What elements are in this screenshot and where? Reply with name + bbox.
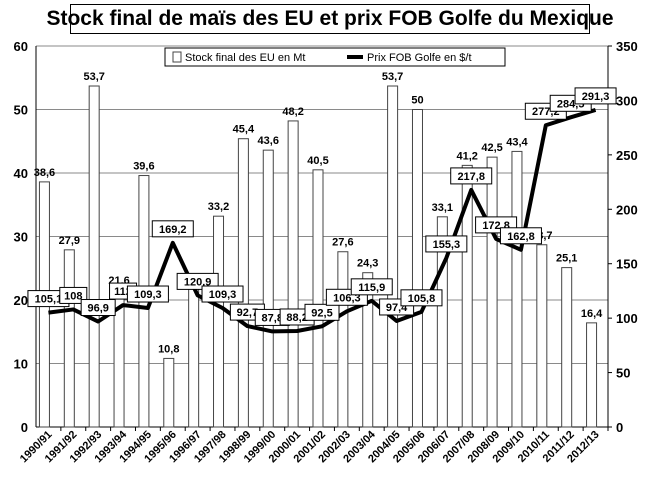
y-left-tick-label: 0 — [21, 420, 28, 435]
bar-value-label: 50 — [411, 95, 423, 107]
bar-value-label: 53,7 — [382, 71, 403, 83]
bar — [561, 267, 573, 428]
price-value-label: 92,7 — [237, 307, 258, 319]
bar-value-label: 25,1 — [556, 253, 577, 265]
y-left-tick-label: 20 — [14, 293, 28, 308]
price-value-label: 109,3 — [209, 289, 237, 301]
chart-title-box: Stock final de maïs des EU et prix FOB G… — [46, 4, 614, 34]
price-value-label: 291,3 — [582, 91, 610, 103]
bar — [287, 120, 299, 428]
bar — [163, 357, 175, 428]
bar-value-label: 10,8 — [158, 343, 179, 355]
bar-value-label: 33,2 — [208, 201, 229, 213]
y-right-tick-label: 250 — [616, 148, 638, 163]
price-label-box — [176, 272, 219, 290]
y-right-tick-label: 0 — [616, 420, 623, 435]
bar-value-label: 39,6 — [133, 161, 154, 173]
y-right-tick-label: 50 — [616, 366, 630, 381]
price-value-label: 105,8 — [408, 293, 436, 305]
price-value-label: 87,8 — [262, 312, 283, 324]
y-right-tick-label: 100 — [616, 311, 638, 326]
price-value-label: 115,9 — [358, 282, 385, 294]
price-value-label: 109,3 — [134, 289, 162, 301]
price-label-box — [400, 289, 443, 307]
bar — [461, 164, 473, 428]
bar — [436, 216, 448, 428]
y-left-tick-label: 40 — [14, 166, 28, 181]
price-value-label: 162,8 — [507, 231, 535, 243]
bar-value-label: 43,4 — [506, 136, 528, 148]
bar — [88, 85, 100, 428]
bar-value-label: 16,4 — [581, 308, 603, 320]
price-label-box — [304, 303, 340, 321]
price-label-box — [574, 87, 617, 105]
price-label-box — [350, 278, 393, 296]
price-value-label: 105,1 — [35, 294, 63, 306]
bar-value-label: 33,1 — [432, 202, 453, 214]
price-value-label: 120,9 — [184, 276, 212, 288]
bar — [213, 215, 225, 428]
bar — [411, 109, 423, 428]
legend-line-label: Prix FOB Golfe en $/t — [367, 52, 472, 64]
bar-value-label: 42,5 — [481, 142, 502, 154]
price-value-label: 169,2 — [159, 224, 187, 236]
legend-box — [164, 47, 506, 67]
bar — [337, 251, 349, 428]
bar-value-label: 27,6 — [332, 237, 353, 249]
bar-value-label: 24,3 — [357, 258, 378, 270]
price-value-label: 92,5 — [311, 307, 332, 319]
bar-value-label: 45,4 — [233, 124, 255, 136]
price-label-box — [59, 286, 88, 304]
legend-bar-label: Stock final des EU en Mt — [185, 52, 305, 64]
chart-title: Stock final de maïs des EU et prix FOB G… — [46, 7, 614, 30]
price-label-box — [126, 285, 169, 303]
bar-value-label: 38,6 — [34, 167, 55, 179]
y-left-tick-label: 60 — [14, 39, 28, 54]
bar — [586, 322, 598, 428]
bar — [536, 244, 548, 428]
price-value-label: 155,3 — [433, 239, 461, 251]
bar-value-label: 27,9 — [59, 235, 80, 247]
bar — [387, 85, 399, 428]
y-left-tick-label: 30 — [14, 230, 28, 245]
price-label-box — [151, 220, 194, 238]
price-label-box — [499, 227, 542, 245]
price-value-label: 108 — [64, 290, 82, 302]
bar — [188, 286, 200, 428]
bar-value-label: 48,2 — [282, 106, 303, 118]
price-value-label: 88,2 — [286, 312, 307, 324]
y-right-tick-label: 350 — [616, 39, 638, 54]
price-value-label: 96,9 — [87, 303, 108, 315]
bar — [486, 156, 498, 428]
bar-value-label: 40,5 — [307, 155, 328, 167]
bar — [262, 149, 274, 428]
bar — [63, 249, 75, 428]
y-left-tick-label: 10 — [14, 357, 28, 372]
price-value-label: 217,8 — [457, 171, 485, 183]
price-label-box — [80, 299, 116, 317]
bar — [237, 138, 249, 428]
price-label-box — [201, 285, 244, 303]
y-right-tick-label: 200 — [616, 202, 638, 217]
y-right-tick-label: 300 — [616, 93, 638, 108]
y-left-tick-label: 50 — [14, 103, 28, 118]
bar — [312, 169, 324, 428]
bar-value-label: 41,2 — [457, 150, 478, 162]
bar — [362, 272, 374, 428]
bar-value-label: 43,6 — [258, 135, 279, 147]
price-label-box — [425, 235, 468, 253]
bar — [511, 150, 523, 428]
y-right-tick-label: 150 — [616, 257, 638, 272]
legend-bar-swatch — [172, 51, 182, 63]
price-label-box — [450, 167, 493, 185]
bar-value-label: 53,7 — [83, 71, 104, 83]
